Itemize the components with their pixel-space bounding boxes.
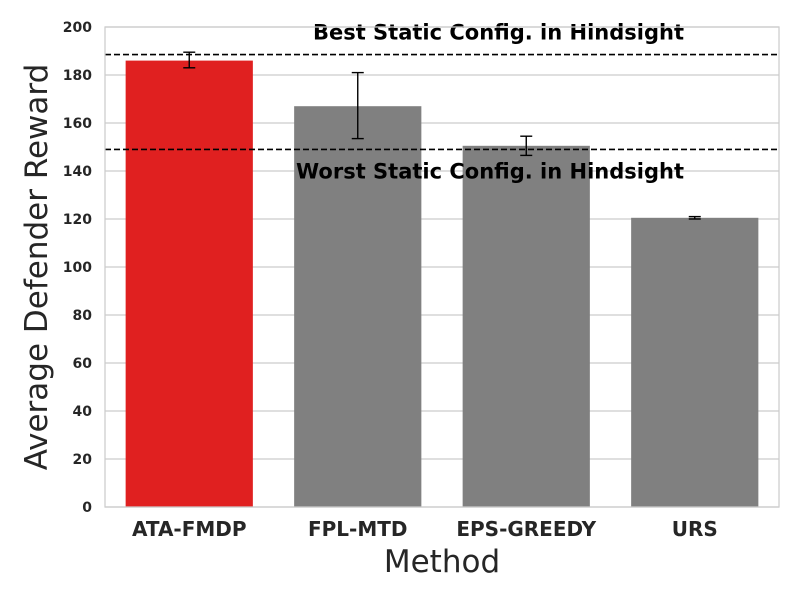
x-tick-label: ATA-FMDP <box>132 517 247 541</box>
y-tick-label: 140 <box>63 164 92 180</box>
reference-line-label: Best Static Config. in Hindsight <box>313 21 684 45</box>
y-tick-label: 200 <box>63 20 92 36</box>
x-axis-title: Method <box>384 544 500 580</box>
y-tick-label: 80 <box>73 308 93 324</box>
y-axis-title: Average Defender Reward <box>19 64 55 471</box>
bar <box>462 145 590 508</box>
y-tick-label: 20 <box>73 452 93 468</box>
bars <box>125 60 759 508</box>
x-tick-label: EPS-GREEDY <box>456 517 596 541</box>
x-tick-label: URS <box>672 517 718 541</box>
error-bar <box>688 215 701 220</box>
reference-lines: Best Static Config. in Hindsight Worst St… <box>105 21 779 183</box>
x-tick-label: FPL-MTD <box>308 517 408 541</box>
y-tick-label: 160 <box>63 116 92 132</box>
error-bars <box>183 51 701 220</box>
y-tick-label: 180 <box>63 68 92 84</box>
error-bar <box>520 135 533 157</box>
y-tick-label: 100 <box>63 260 92 276</box>
y-tick-label: 0 <box>82 500 92 516</box>
y-tick-label: 40 <box>73 404 93 420</box>
y-tick-label: 60 <box>73 356 93 372</box>
reference-line-label: Worst Static Config. in Hindsight <box>296 159 684 183</box>
x-tick-labels: ATA-FMDP FPL-MTD EPS-GREEDY URS <box>132 517 718 541</box>
error-bar <box>351 71 364 140</box>
plot-frame <box>104 26 780 508</box>
y-tick-label: 120 <box>63 212 92 228</box>
y-tick-labels: 0 20 40 60 80 100 120 140 160 180 200 <box>63 20 92 516</box>
bar <box>125 60 253 507</box>
bar <box>294 106 422 507</box>
bar <box>631 217 759 508</box>
